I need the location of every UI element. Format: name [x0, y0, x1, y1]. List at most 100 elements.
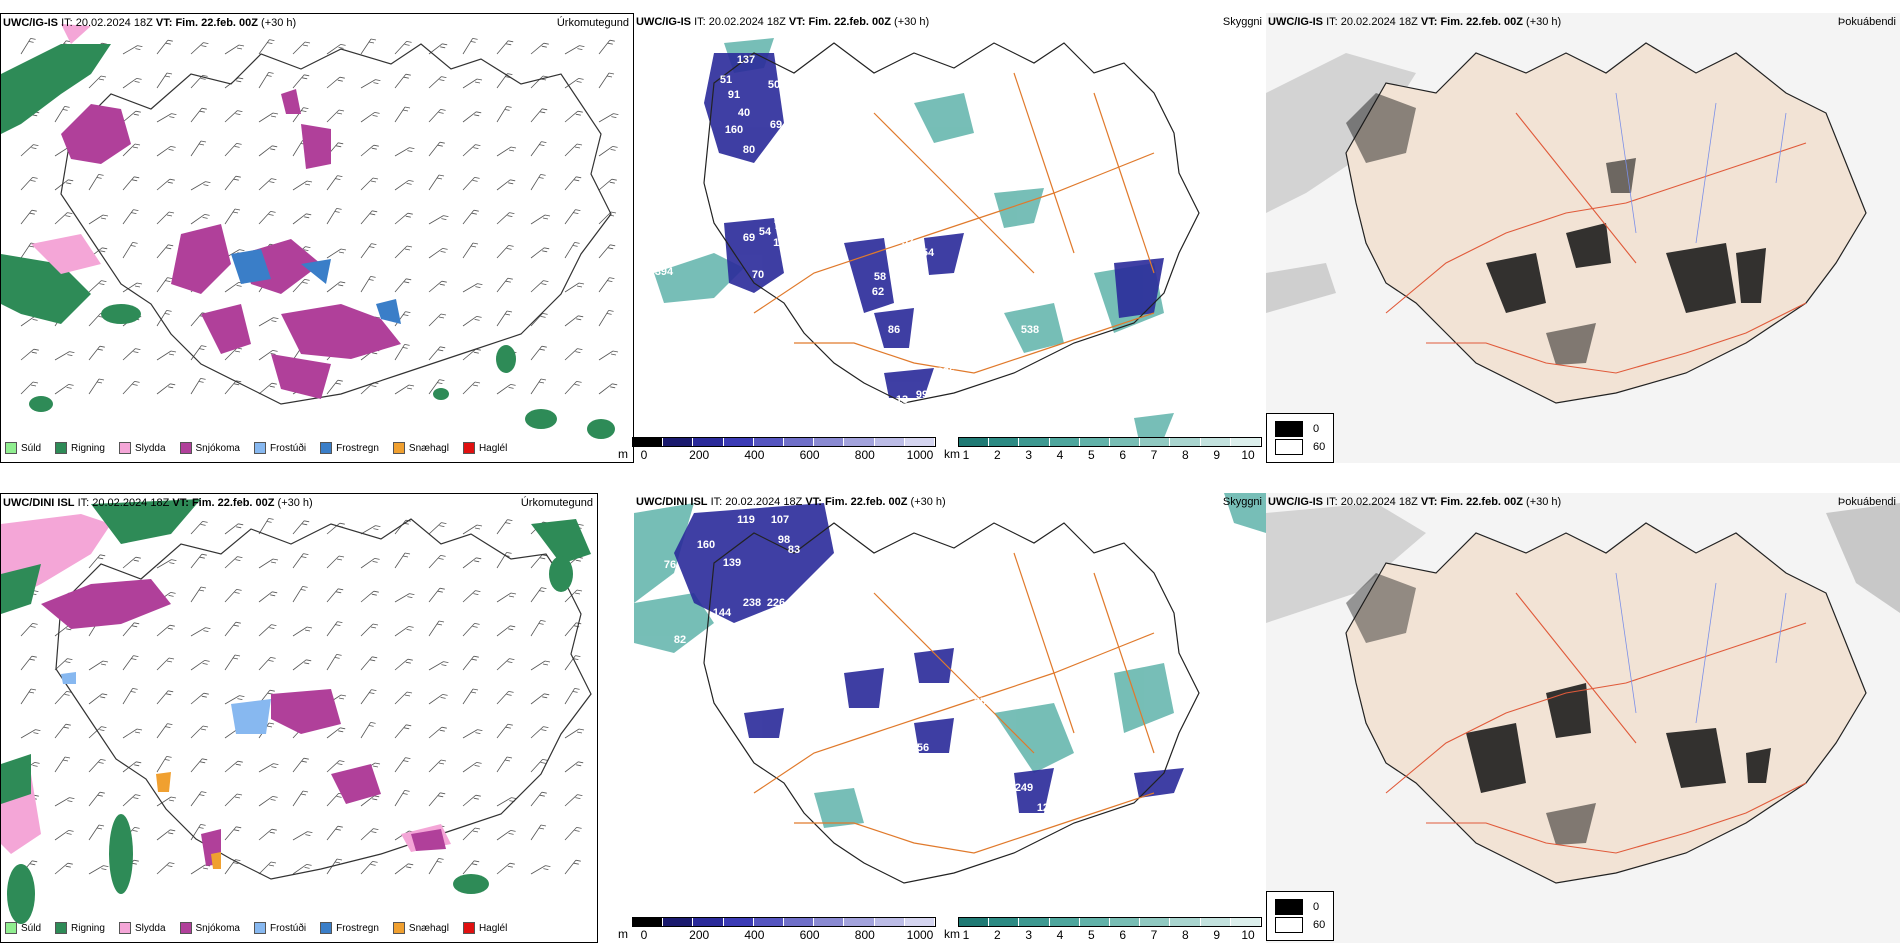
it-value: 20.02.2024 18Z — [75, 17, 153, 29]
ceiling-value: 76 — [664, 559, 676, 571]
wind-barb — [462, 762, 482, 773]
wind-barb — [156, 559, 177, 569]
ceiling-value: 51 — [720, 74, 732, 86]
legend-label: Rigning — [71, 442, 105, 454]
ceiling-areas — [674, 503, 1184, 813]
fog-legend-swatch — [1275, 439, 1303, 455]
ceiling-value: 38 — [783, 204, 795, 216]
ceiling-value: 91 — [728, 89, 740, 101]
precip-header-row2: UWC/DINI ISL IT: 20.02.2024 18Z VT: Fim.… — [3, 497, 313, 509]
ceiling-value: 105 — [965, 264, 983, 276]
scale-bar — [958, 917, 1262, 927]
scale-segment — [844, 438, 875, 446]
fog-roads — [1385, 112, 1807, 374]
ceiling-value: 538 — [1021, 324, 1039, 336]
wind-barb — [258, 828, 277, 841]
fog-header-row1: UWC/IG-IS IT: 20.02.2024 18Z VT: Fim. 22… — [1268, 16, 1561, 28]
scale-tick: 0 — [640, 448, 648, 462]
ceiling-value: 77 — [774, 220, 786, 232]
wind-barb — [224, 695, 245, 705]
scale-tick: 7 — [1150, 448, 1158, 462]
legend-swatch — [320, 442, 333, 454]
visibility-panel-title: Skyggni — [1222, 16, 1262, 28]
vt-label: VT: — [1420, 496, 1438, 508]
wind-barb — [258, 382, 277, 395]
wind-barb — [54, 351, 75, 361]
fog-legend-label: 0 — [1313, 901, 1320, 913]
wind-barb — [394, 384, 415, 395]
wind-barb — [530, 791, 547, 807]
scale-segment — [693, 918, 724, 926]
wind-barb — [598, 146, 618, 157]
wind-barb — [258, 72, 274, 89]
wind-barb — [156, 178, 175, 191]
fog-rivers — [1615, 572, 1787, 724]
wind-barb — [54, 384, 74, 395]
wind-barb — [156, 113, 177, 123]
scale-tick: 9 — [1213, 928, 1220, 942]
wind-barb — [224, 44, 245, 55]
wind-barb — [394, 73, 411, 89]
ceiling-value: 119 — [737, 514, 755, 526]
scale-segment — [663, 438, 694, 446]
wind-barb — [190, 692, 209, 705]
wind-barb — [54, 179, 74, 191]
scale-segment — [959, 918, 990, 926]
wind-barb — [20, 144, 39, 157]
wind-barb — [326, 588, 344, 603]
wind-barb — [156, 310, 172, 327]
ceiling-value: 13 — [896, 394, 908, 406]
wind-barb — [122, 282, 143, 293]
legend-item: Rigning — [55, 922, 105, 934]
scale-segment — [723, 438, 754, 446]
wind-barb — [122, 143, 141, 157]
wind-barb — [258, 796, 278, 807]
wind-barb — [462, 111, 482, 123]
precip-snow-areas — [41, 579, 446, 866]
wind-barb — [292, 41, 311, 55]
wind-barb — [326, 208, 342, 225]
wind-barb — [496, 277, 513, 293]
wind-barb — [156, 72, 173, 89]
wind-barb — [156, 796, 177, 807]
scale-segment — [723, 918, 754, 926]
scale-segment — [1170, 438, 1201, 446]
fog-panel-title: Þokuábendi — [1837, 16, 1896, 28]
wind-barb — [224, 654, 241, 671]
wind-barb — [598, 113, 619, 123]
scale-bar — [632, 437, 936, 447]
scale-tick: 400 — [744, 928, 765, 942]
wind-barb — [530, 554, 548, 569]
wind-barb — [292, 74, 310, 89]
wind-barb — [530, 42, 549, 55]
wind-barb — [326, 727, 346, 739]
wind-barb — [54, 830, 74, 841]
it-label: IT: — [77, 497, 90, 509]
wind-barb — [156, 829, 176, 841]
ceiling-value: 40 — [738, 107, 750, 119]
fog-legend-swatch — [1275, 917, 1303, 933]
wind-barb — [496, 592, 517, 603]
legend-swatch — [462, 442, 475, 454]
ceiling-value: 107 — [771, 514, 789, 526]
legend-swatch — [392, 442, 405, 454]
wind-barb — [122, 381, 140, 395]
wind-barb — [292, 553, 309, 569]
wind-barb — [292, 213, 312, 225]
scale-segment — [1049, 918, 1080, 926]
wind-barb — [258, 763, 279, 773]
ceiling-value: 27 — [912, 342, 924, 354]
wind-barb — [360, 276, 376, 293]
ceiling-value: 224 — [929, 350, 948, 362]
wind-barb — [462, 144, 481, 157]
wind-barb — [292, 659, 312, 671]
visibility-scale-row1: km 1 2 3 4 5 6 7 8 9 10 — [944, 437, 1262, 462]
legend-label: Slydda — [134, 442, 166, 454]
fog-legend-swatch — [1275, 421, 1303, 437]
wind-barb — [530, 313, 548, 327]
scale-tick: 400 — [744, 448, 765, 462]
wind-barb — [258, 350, 278, 361]
wind-barb — [156, 657, 175, 671]
